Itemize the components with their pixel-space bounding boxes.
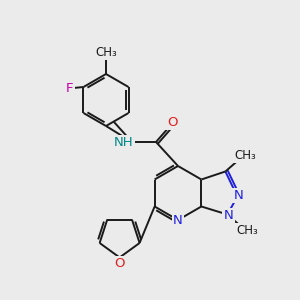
Text: CH₃: CH₃: [235, 149, 256, 162]
Text: CH₃: CH₃: [95, 46, 117, 59]
Text: F: F: [66, 82, 73, 94]
Text: N: N: [224, 209, 233, 222]
Text: O: O: [114, 257, 125, 270]
Text: O: O: [167, 116, 177, 128]
Text: N: N: [233, 189, 243, 202]
Text: NH: NH: [114, 136, 134, 149]
Text: CH₃: CH₃: [236, 224, 258, 237]
Text: N: N: [173, 214, 183, 227]
